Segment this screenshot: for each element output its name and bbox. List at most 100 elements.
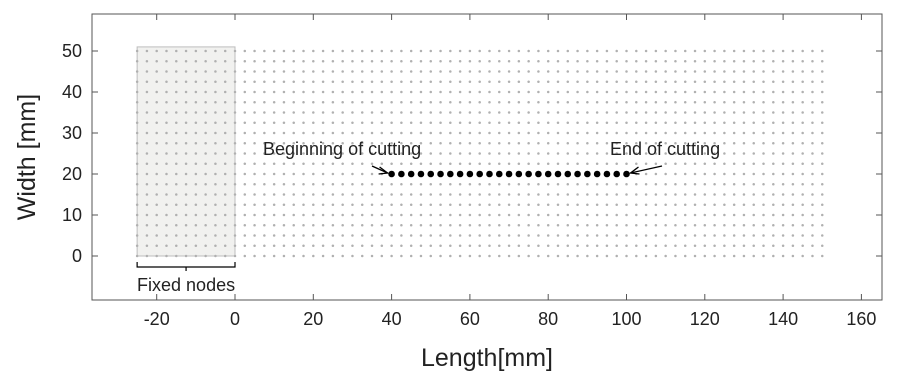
mesh-node	[821, 70, 824, 73]
mesh-node	[321, 70, 325, 73]
mesh-node	[546, 111, 550, 114]
mesh-node	[458, 101, 462, 104]
mesh-node	[732, 172, 736, 176]
mesh-node	[801, 234, 804, 237]
mesh-node	[449, 213, 452, 217]
mesh-node	[449, 60, 452, 63]
mesh-node	[468, 254, 472, 258]
mesh-node	[321, 213, 325, 217]
mesh-node	[400, 244, 403, 247]
mesh-node	[674, 183, 677, 186]
mesh-node	[272, 121, 276, 124]
mesh-node	[772, 203, 775, 206]
mesh-node	[556, 162, 560, 165]
mesh-node	[360, 131, 364, 135]
mesh-node	[644, 203, 648, 206]
mesh-node	[713, 213, 716, 217]
cut-node	[466, 170, 474, 178]
mesh-node	[772, 60, 775, 63]
mesh-node	[625, 142, 628, 145]
mesh-node	[811, 90, 814, 94]
mesh-node	[556, 142, 560, 145]
mesh-node	[762, 152, 765, 155]
mesh-node	[546, 224, 550, 227]
mesh-node	[791, 183, 795, 186]
mesh-node	[732, 224, 736, 227]
mesh-node	[380, 193, 384, 196]
mesh-node	[742, 80, 746, 83]
mesh-node	[184, 244, 188, 247]
mesh-node	[498, 142, 501, 145]
mesh-node	[458, 80, 462, 83]
mesh-node	[223, 193, 227, 196]
mesh-node	[752, 183, 755, 186]
mesh-node	[263, 60, 266, 63]
mesh-node	[370, 254, 374, 258]
mesh-node	[478, 224, 481, 227]
mesh-node	[292, 121, 295, 124]
mesh-node	[449, 142, 452, 145]
mesh-node	[791, 131, 795, 135]
mesh-node	[644, 49, 648, 53]
mesh-node	[546, 49, 550, 53]
mesh-node	[517, 183, 521, 186]
mesh-node	[184, 234, 188, 237]
mesh-node	[292, 234, 295, 237]
mesh-node	[742, 152, 746, 155]
mesh-node	[272, 244, 276, 247]
mesh-node	[644, 224, 648, 227]
mesh-node	[664, 152, 667, 155]
mesh-node	[312, 131, 315, 135]
mesh-node	[370, 90, 374, 94]
mesh-node	[360, 213, 364, 217]
mesh-node	[439, 121, 442, 124]
mesh-node	[703, 60, 707, 63]
mesh-node	[253, 203, 256, 206]
mesh-node	[546, 101, 550, 104]
mesh-node	[292, 152, 295, 155]
mesh-node	[595, 254, 599, 258]
mesh-node	[772, 224, 775, 227]
mesh-node	[253, 244, 256, 247]
y-tick-label: 40	[62, 82, 82, 102]
mesh-node	[341, 203, 344, 206]
mesh-node	[654, 142, 658, 145]
mesh-node	[576, 111, 579, 114]
mesh-node	[360, 254, 364, 258]
cut-node	[613, 170, 621, 178]
mesh-node	[693, 49, 697, 53]
mesh-node	[664, 172, 667, 176]
mesh-node	[635, 131, 638, 135]
mesh-node	[223, 234, 227, 237]
mesh-node	[409, 213, 413, 217]
mesh-node	[439, 234, 442, 237]
mesh-node	[370, 80, 374, 83]
mesh-node	[468, 152, 472, 155]
mesh-node	[351, 70, 354, 73]
mesh-node	[752, 193, 755, 196]
mesh-node	[468, 142, 472, 145]
mesh-node	[821, 142, 824, 145]
mesh-node	[723, 213, 726, 217]
mesh-node	[791, 70, 795, 73]
mesh-node	[556, 90, 560, 94]
mesh-node	[223, 131, 227, 135]
mesh-node	[214, 183, 217, 186]
mesh-node	[625, 101, 628, 104]
mesh-node	[811, 254, 814, 258]
mesh-node	[498, 152, 501, 155]
mesh-node	[635, 162, 638, 165]
mesh-node	[145, 131, 149, 135]
mesh-node	[272, 183, 276, 186]
mesh-node	[537, 49, 540, 53]
mesh-node	[243, 193, 247, 196]
mesh-node	[282, 183, 286, 186]
mesh-node	[595, 111, 599, 114]
mesh-node	[586, 60, 589, 63]
mesh-node	[566, 111, 570, 114]
mesh-node	[566, 183, 570, 186]
mesh-node	[546, 90, 550, 94]
mesh-node	[312, 162, 315, 165]
mesh-node	[488, 234, 491, 237]
mesh-node	[537, 162, 540, 165]
